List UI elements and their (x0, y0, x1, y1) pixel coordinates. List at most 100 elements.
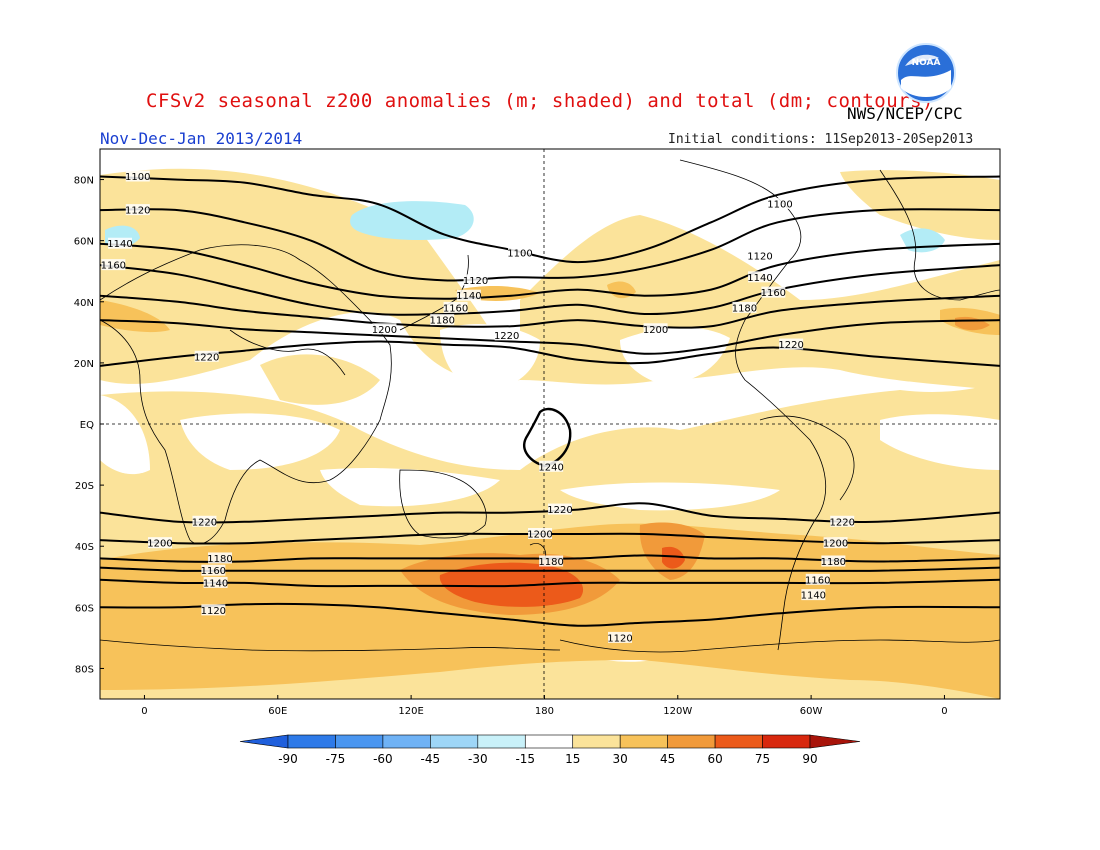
contour-line-1160 (100, 566, 1000, 572)
contour-label: 1220 (778, 338, 804, 351)
colorbar-swatch (287, 734, 336, 749)
colorbar-label: 45 (660, 752, 675, 766)
svg-text:1220: 1220 (194, 352, 219, 363)
contour-label: 1120 (607, 631, 633, 644)
colorbar-label: -60 (373, 752, 393, 766)
colorbar-label: 15 (565, 752, 580, 766)
svg-text:1180: 1180 (429, 316, 454, 327)
contour-label: 1140 (203, 576, 228, 589)
noaa-logo-icon: NOAA (896, 43, 956, 103)
contour-line-1200 (100, 319, 1000, 355)
svg-text:1200: 1200 (527, 530, 552, 541)
colorbar-label: 75 (755, 752, 770, 766)
lon-label: 120W (663, 706, 692, 717)
svg-text:1220: 1220 (547, 505, 572, 516)
contour-label: 1200 (527, 528, 553, 541)
svg-text:1100: 1100 (125, 172, 150, 183)
svg-text:1120: 1120 (607, 633, 632, 644)
colorbar-swatch (430, 734, 479, 749)
contour-line-1220 (100, 340, 1000, 367)
contour-label: 1200 (147, 537, 173, 550)
colorbar-swatch (619, 734, 668, 749)
contour-line-1120 (100, 602, 1000, 627)
svg-text:1140: 1140 (107, 239, 132, 250)
contour-label: 1140 (801, 589, 826, 602)
contour-label: 1120 (463, 274, 488, 287)
forecast-period: Nov-Dec-Jan 2013/2014 (100, 129, 303, 148)
lat-label: 80S (75, 664, 94, 675)
lon-label: 0 (141, 706, 147, 717)
contour-label: 1140 (107, 237, 133, 250)
svg-text:1220: 1220 (829, 517, 854, 528)
svg-text:1140: 1140 (747, 273, 772, 284)
contour-label: 1160 (761, 286, 786, 299)
colorbar-label: 90 (802, 752, 817, 766)
lat-label: 40S (75, 542, 94, 553)
latitude-labels: 80N 60N 40N 20N EQ 20S 40S 60S 80S (74, 176, 104, 675)
longitude-labels: 0 60E 120E 180 120W 60W 0 (141, 695, 948, 717)
lat-label: 20N (74, 359, 94, 370)
contour-label: 1120 (125, 204, 151, 217)
svg-text:1220: 1220 (778, 340, 803, 351)
colorbar-label: 30 (613, 752, 628, 766)
contour-line-1220 (100, 502, 1000, 524)
colorbar: -90 -75 -60 -45 -30 -15 15 30 45 60 75 90 (239, 734, 861, 766)
svg-text:1120: 1120 (463, 276, 488, 287)
svg-text:1160: 1160 (761, 288, 786, 299)
svg-text:1180: 1180 (538, 557, 563, 568)
colorbar-swatch (762, 734, 811, 749)
colorbar-label: -30 (468, 752, 488, 766)
colorbar-swatch (714, 734, 763, 749)
contour-label: 1160 (101, 259, 126, 272)
contour-label: 1220 (494, 329, 519, 342)
contour-label: 1180 (732, 301, 757, 314)
contour-label: 1200 (643, 323, 668, 336)
contour-line-1160 (100, 264, 1000, 316)
svg-text:1160: 1160 (101, 261, 126, 272)
svg-text:1180: 1180 (732, 303, 757, 314)
lat-label: 40N (74, 298, 94, 309)
figure-title: CFSv2 seasonal z200 anomalies (m; shaded… (146, 90, 934, 112)
contour-label: 1240 (538, 460, 564, 473)
contour-label: 1180 (429, 314, 455, 327)
lon-label: 180 (535, 706, 554, 717)
svg-text:1140: 1140 (456, 291, 481, 302)
lat-label: 80N (74, 176, 94, 187)
contour-line-1180 (100, 294, 1000, 329)
svg-text:1180: 1180 (207, 554, 232, 565)
svg-text:1160: 1160 (201, 566, 226, 577)
svg-text:1200: 1200 (147, 539, 172, 550)
svg-text:1180: 1180 (821, 557, 846, 568)
svg-text:1140: 1140 (203, 578, 228, 589)
svg-text:1160: 1160 (805, 575, 830, 586)
contour-label: 1100 (507, 246, 533, 259)
contour-label: 1120 (747, 249, 773, 262)
svg-text:1120: 1120 (201, 606, 226, 617)
svg-text:1240: 1240 (538, 462, 563, 473)
contour-line-1180 (100, 554, 1000, 563)
contour-line-1120 (100, 208, 1000, 282)
svg-text:1200: 1200 (823, 539, 848, 550)
lon-label: 60W (800, 706, 823, 717)
contour-label: 1160 (805, 573, 831, 586)
contour-label: 1220 (192, 515, 217, 528)
logo-text: NOAA (912, 58, 941, 68)
reference-lines (100, 149, 1000, 699)
colorbar-label: 60 (707, 752, 722, 766)
svg-text:1120: 1120 (125, 206, 150, 217)
contour-label: 1120 (201, 604, 226, 617)
svg-text:1200: 1200 (643, 325, 668, 336)
svg-text:1120: 1120 (747, 251, 772, 262)
contour-label: 1100 (125, 170, 151, 183)
colorbar-swatch (477, 734, 526, 749)
lat-label: EQ (80, 420, 94, 431)
contour-label: 1160 (443, 301, 468, 314)
colorbar-label: -90 (278, 752, 298, 766)
lat-label: 60S (75, 603, 94, 614)
svg-text:1100: 1100 (767, 200, 792, 211)
contour-label: 1180 (207, 552, 233, 565)
contour-line-1200 (100, 532, 1000, 545)
colorbar-swatch (572, 734, 621, 749)
svg-text:1220: 1220 (494, 331, 519, 342)
